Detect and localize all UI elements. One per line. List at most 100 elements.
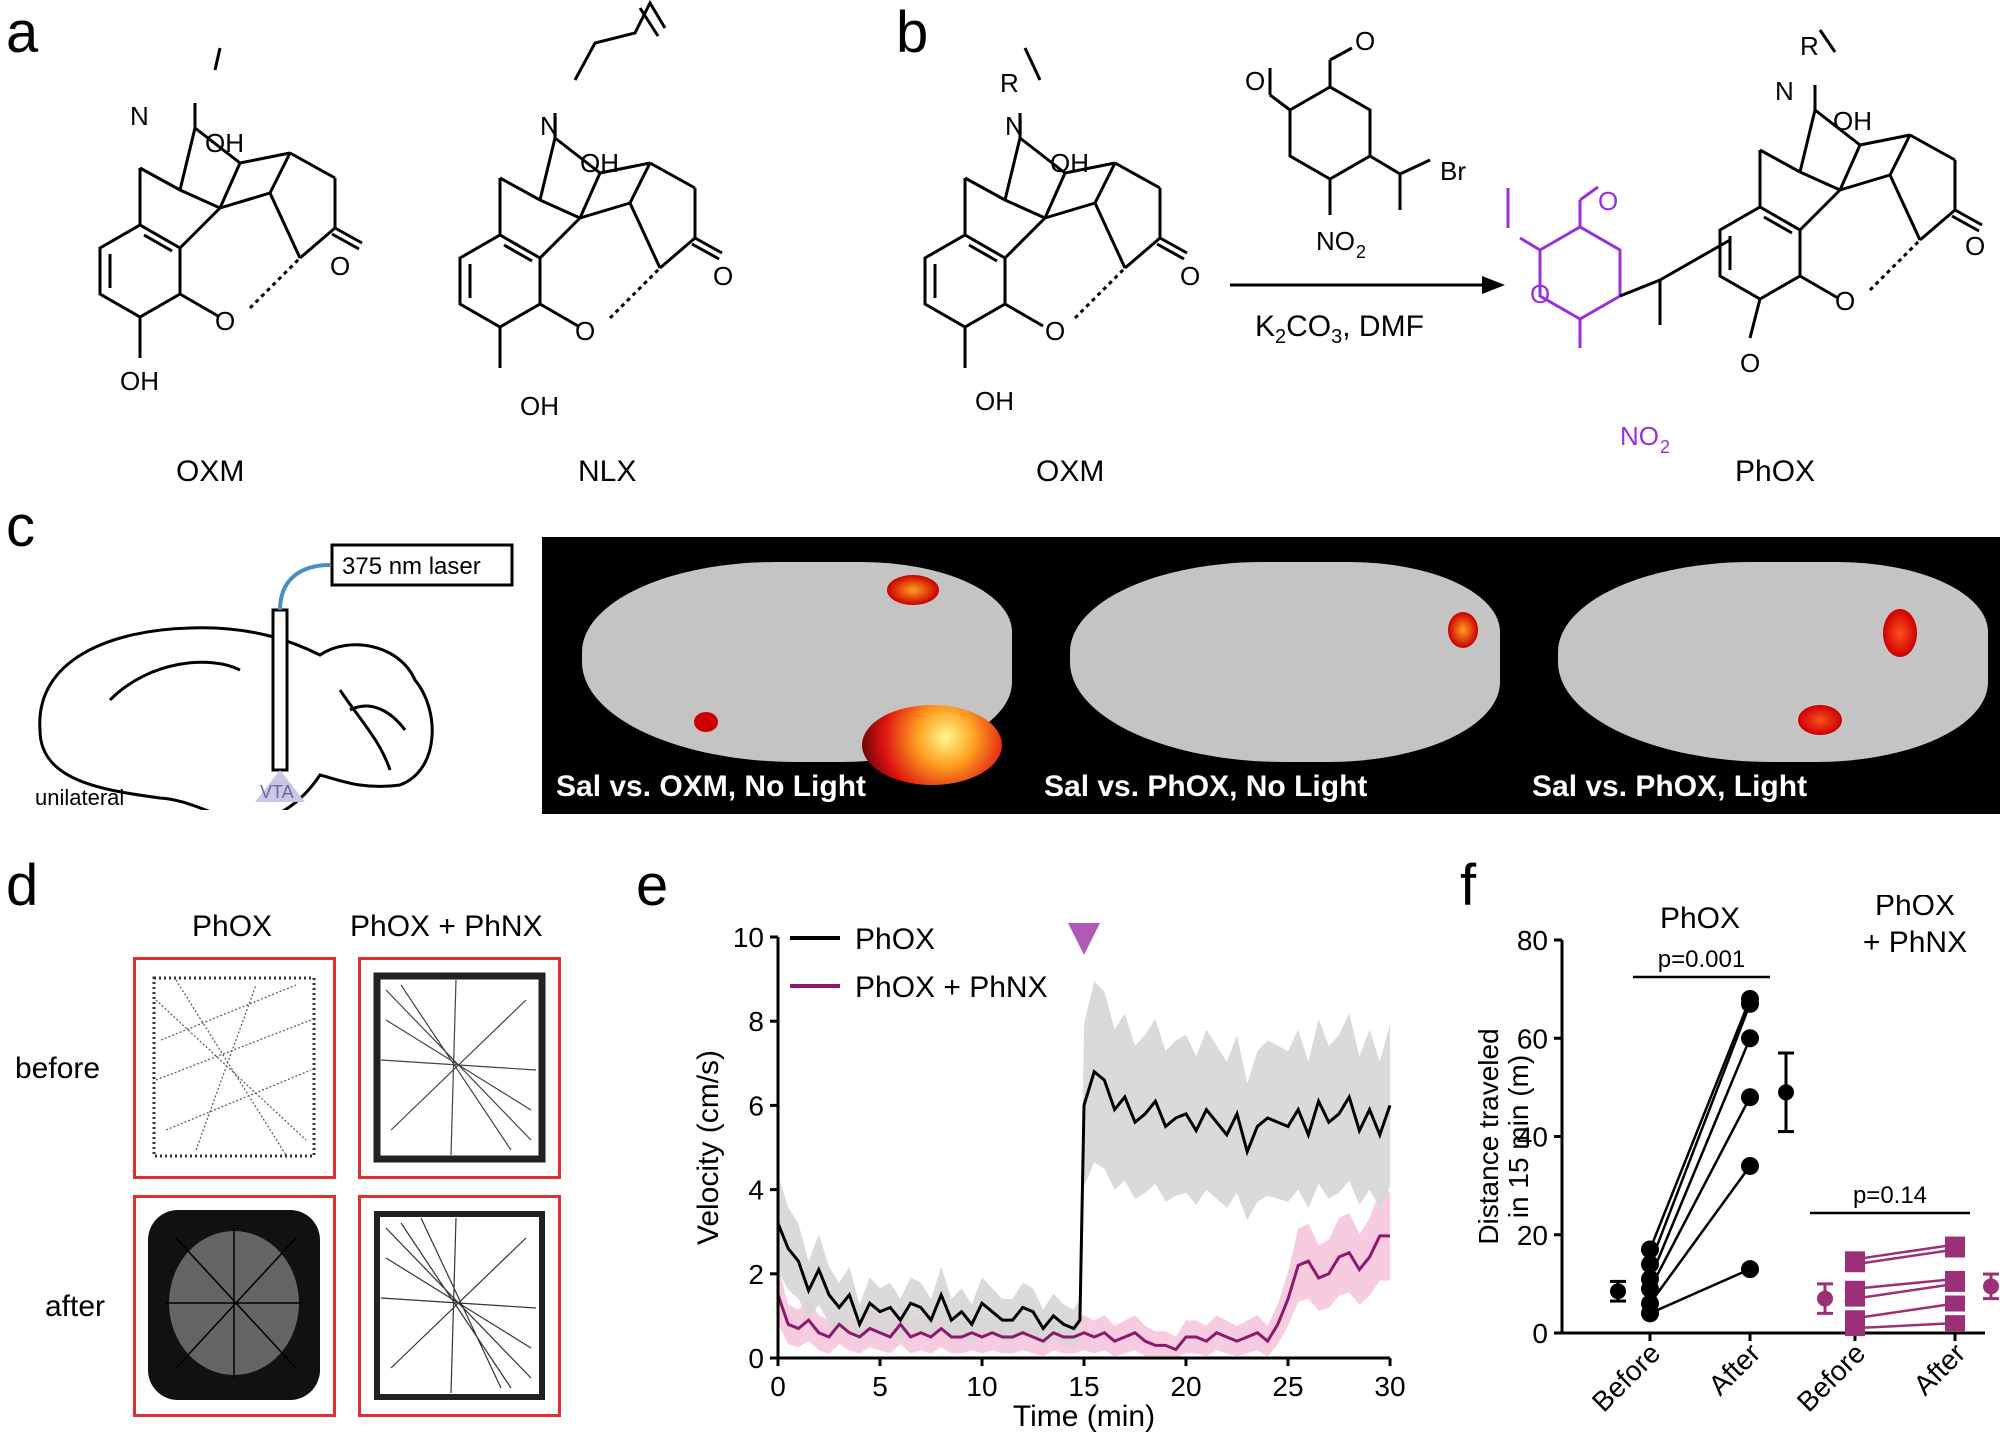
pair-line xyxy=(1854,1302,1956,1320)
scan-label-3: Sal vs. PhOX, Light xyxy=(1532,770,1808,803)
atom-oh-oxm: OH xyxy=(205,128,244,158)
atom-oh2-oxm: OH xyxy=(120,366,159,396)
pair-line xyxy=(1854,1243,1956,1261)
x-axis-title: Time (min) xyxy=(1013,1400,1155,1433)
atom-n-oxm2: N xyxy=(1005,111,1024,141)
velocity-chart: 0 2 4 6 8 10 0 5 10 15 20 25 30 Time (min) Velocity (c… xyxy=(692,922,1406,1433)
pair-line xyxy=(1648,1096,1752,1290)
pvalue-label: p=0.14 xyxy=(1853,1182,1927,1209)
series-line-0 xyxy=(776,1069,1392,1332)
panel-letter-b: b xyxy=(896,0,929,65)
x-tick-label: 25 xyxy=(1272,1371,1303,1402)
pair-line xyxy=(1649,1267,1751,1315)
unilateral-label: unilateral xyxy=(35,785,124,810)
atom-n-oxm: N xyxy=(130,101,149,131)
compound-name-oxm: OXM xyxy=(176,455,245,488)
data-point xyxy=(1641,1240,1659,1259)
y-tick-label: 2 xyxy=(748,1259,764,1290)
scan-label-2: Sal vs. PhOX, No Light xyxy=(1044,770,1368,803)
scan-label-1: Sal vs. OXM, No Light xyxy=(556,770,867,803)
y-tick-label: 8 xyxy=(748,1006,764,1037)
panel-letter-e: e xyxy=(636,853,669,918)
trace-col-phox-phnx: PhOX + PhNX xyxy=(350,910,543,943)
atom-o-oxm2: O xyxy=(1045,316,1065,346)
atom-o-cage2: O xyxy=(1530,279,1550,309)
atom-n-phox: N xyxy=(1775,76,1794,106)
y-tick-label: 0 xyxy=(1532,1318,1548,1349)
y-axis-title: Velocity (cm/s) xyxy=(692,1050,725,1245)
error-band-1 xyxy=(778,1191,1390,1358)
x-tick-label: After xyxy=(1908,1337,1972,1401)
data-point xyxy=(1741,994,1759,1013)
data-point xyxy=(1945,1295,1965,1312)
group-title-phox: PhOX xyxy=(1660,902,1740,935)
x-tick-label: Before xyxy=(1586,1337,1666,1417)
atom-n-nlx: N xyxy=(540,111,559,141)
y-axis-title-line2: in 15 min (m) xyxy=(1503,1055,1534,1218)
atom-o2-nlx: O xyxy=(713,261,733,291)
data-point xyxy=(1741,1156,1759,1175)
reaction-conditions: K2CO3, DMF xyxy=(1255,310,1424,348)
atom-oh2-nlx: OH xyxy=(520,391,559,421)
x-tick-label: 15 xyxy=(1068,1371,1099,1402)
panel-letter-c: c xyxy=(6,494,35,559)
x-tick-label: 0 xyxy=(770,1371,786,1402)
brain-schematic: VTA 375 nm laser unilateral xyxy=(35,543,514,810)
x-tick-label: 10 xyxy=(966,1371,997,1402)
mean-point xyxy=(1610,1283,1626,1300)
y-tick-label: 60 xyxy=(1517,1023,1548,1054)
x-tick-label: Before xyxy=(1791,1337,1871,1417)
pair-line xyxy=(1854,1277,1956,1291)
pair-line xyxy=(1648,1165,1752,1305)
trace-phox-before xyxy=(133,957,336,1179)
y-tick-label: 0 xyxy=(748,1343,764,1374)
trace-phox-after xyxy=(133,1195,336,1417)
atom-o-reagent2: O xyxy=(1245,66,1265,96)
atom-o3-phox: O xyxy=(1740,348,1760,378)
atom-oh2-oxm2: OH xyxy=(975,386,1014,416)
data-point xyxy=(1741,1029,1759,1048)
svg-text:2: 2 xyxy=(1356,242,1366,262)
pair-line xyxy=(1648,1037,1752,1280)
legend-label-1: PhOX + PhNX xyxy=(855,971,1048,1004)
atom-o-phox: O xyxy=(1835,286,1855,316)
group-title-phox-phnx-2: + PhNX xyxy=(1863,926,1967,959)
pair-line xyxy=(1854,1282,1956,1300)
pair-line xyxy=(1854,1321,1956,1330)
pair-line xyxy=(1648,1003,1752,1265)
data-point xyxy=(1641,1279,1659,1298)
data-point xyxy=(1945,1315,1965,1332)
x-tick-label: 20 xyxy=(1170,1371,1201,1402)
chemistry-structures: N OH O O OH N OH O O OH R N OH O O OH O … xyxy=(98,0,1985,457)
fmri-strip: Sal vs. OXM, No Light Sal vs. PhOX, No L… xyxy=(542,537,2000,814)
series-line-1 xyxy=(776,1234,1390,1352)
compound-name-nlx: NLX xyxy=(578,455,637,488)
data-point xyxy=(1741,1088,1759,1107)
atom-o-nlx: O xyxy=(575,316,595,346)
compound-name-oxm-b: OXM xyxy=(1036,455,1105,488)
trace-row-after: after xyxy=(45,1290,106,1323)
data-point xyxy=(1845,1290,1865,1307)
atom-oh-oxm2: OH xyxy=(1050,148,1089,178)
y-tick-label: 40 xyxy=(1517,1122,1548,1153)
atom-br: Br xyxy=(1440,156,1466,186)
x-tick-label: 5 xyxy=(872,1371,888,1402)
atom-oh-nlx: OH xyxy=(580,148,619,178)
atom-r-phox: R xyxy=(1800,31,1819,61)
group-title-phox-phnx-1: PhOX xyxy=(1875,895,1955,922)
mean-point xyxy=(1817,1290,1833,1307)
scan-phox-no-light: Sal vs. PhOX, No Light xyxy=(1030,537,1515,814)
pair-line xyxy=(1854,1248,1956,1266)
pair-line xyxy=(1648,998,1752,1250)
vta-label: VTA xyxy=(260,782,294,802)
atom-r-oxm2: R xyxy=(1000,68,1019,98)
compound-name-phox: PhOX xyxy=(1735,455,1816,488)
atom-oh-phox: OH xyxy=(1833,106,1872,136)
mean-point xyxy=(1983,1278,1999,1295)
trace-phox-phnx-after xyxy=(358,1195,561,1417)
light-onset-marker xyxy=(1068,923,1100,955)
trace-phox-phnx-before xyxy=(358,957,561,1179)
mean-point xyxy=(1778,1084,1794,1101)
atom-no2: NO xyxy=(1316,226,1355,256)
laser-label: 375 nm laser xyxy=(342,553,481,580)
